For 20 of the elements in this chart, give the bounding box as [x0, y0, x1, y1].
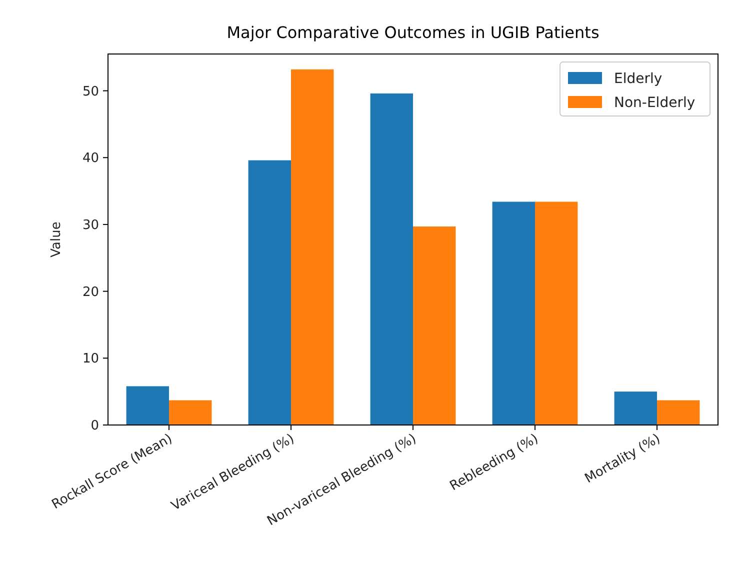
bar: [492, 202, 535, 425]
y-tick-label: 10: [82, 352, 99, 367]
y-tick-label: 50: [82, 84, 99, 100]
y-tick-label: 20: [82, 284, 99, 300]
chart-title: Major Comparative Outcomes in UGIB Patients: [226, 23, 600, 42]
y-tick-label: 0: [90, 418, 99, 434]
bar: [169, 400, 212, 425]
bar: [614, 392, 657, 425]
bar: [413, 226, 456, 425]
legend-label: Elderly: [614, 71, 662, 87]
bar: [657, 400, 700, 425]
bar: [248, 160, 291, 425]
y-tick-label: 40: [82, 151, 99, 166]
bar: [291, 69, 334, 425]
bar: [126, 386, 169, 425]
y-axis-title: Value: [49, 222, 64, 258]
legend-label: Non-Elderly: [614, 95, 696, 111]
y-tick-label: 30: [82, 218, 99, 234]
bar: [535, 202, 578, 425]
bar: [370, 93, 413, 425]
